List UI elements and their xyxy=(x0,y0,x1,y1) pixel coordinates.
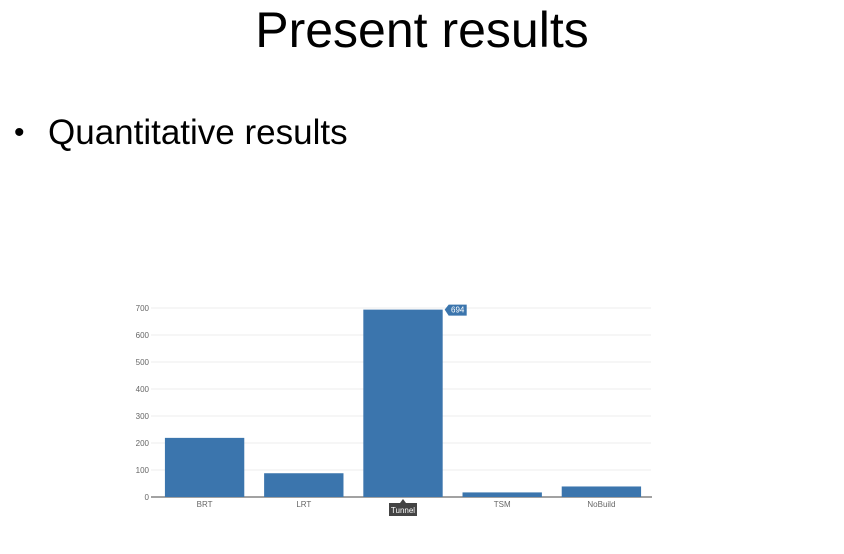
y-axis-ticks: 0 100 200 300 400 500 600 700 xyxy=(136,304,150,502)
bullet-dot-icon: • xyxy=(14,116,25,149)
x-hover-tooltip: Tunnel xyxy=(389,499,417,516)
y-tick-label: 500 xyxy=(136,358,150,367)
y-tick-label: 300 xyxy=(136,412,150,421)
bullet-item: • Quantitative results xyxy=(14,112,348,154)
value-hover-label: 694 xyxy=(444,304,467,316)
y-tick-label: 400 xyxy=(136,385,150,394)
x-tick-label: LRT xyxy=(296,500,311,509)
value-label-box xyxy=(444,304,467,316)
y-tick-label: 100 xyxy=(136,466,150,475)
bullet-text: Quantitative results xyxy=(48,113,348,152)
y-tick-label: 600 xyxy=(136,331,150,340)
bar-nobuild[interactable] xyxy=(561,486,642,497)
x-tick-label: Tunnel xyxy=(391,506,415,515)
bars xyxy=(164,309,642,497)
data-label: 694 xyxy=(451,306,465,315)
x-tick-label: TSM xyxy=(494,500,511,509)
bar-brt[interactable] xyxy=(164,437,245,497)
x-tick-label: BRT xyxy=(197,500,213,509)
bar-tunnel[interactable] xyxy=(363,309,443,497)
bar-lrt[interactable] xyxy=(264,473,344,497)
x-axis-ticks: BRT LRT TSM NoBuild xyxy=(197,500,616,509)
y-tick-label: 0 xyxy=(145,493,150,502)
y-tick-label: 200 xyxy=(136,439,150,448)
x-tick-label: NoBuild xyxy=(587,500,615,509)
y-tick-label: 700 xyxy=(136,304,150,313)
hover-annotations: Tunnel 694 xyxy=(389,304,467,516)
bar-tsm[interactable] xyxy=(462,492,542,497)
tooltip-box xyxy=(389,499,417,516)
slide-title: Present results xyxy=(255,2,589,58)
